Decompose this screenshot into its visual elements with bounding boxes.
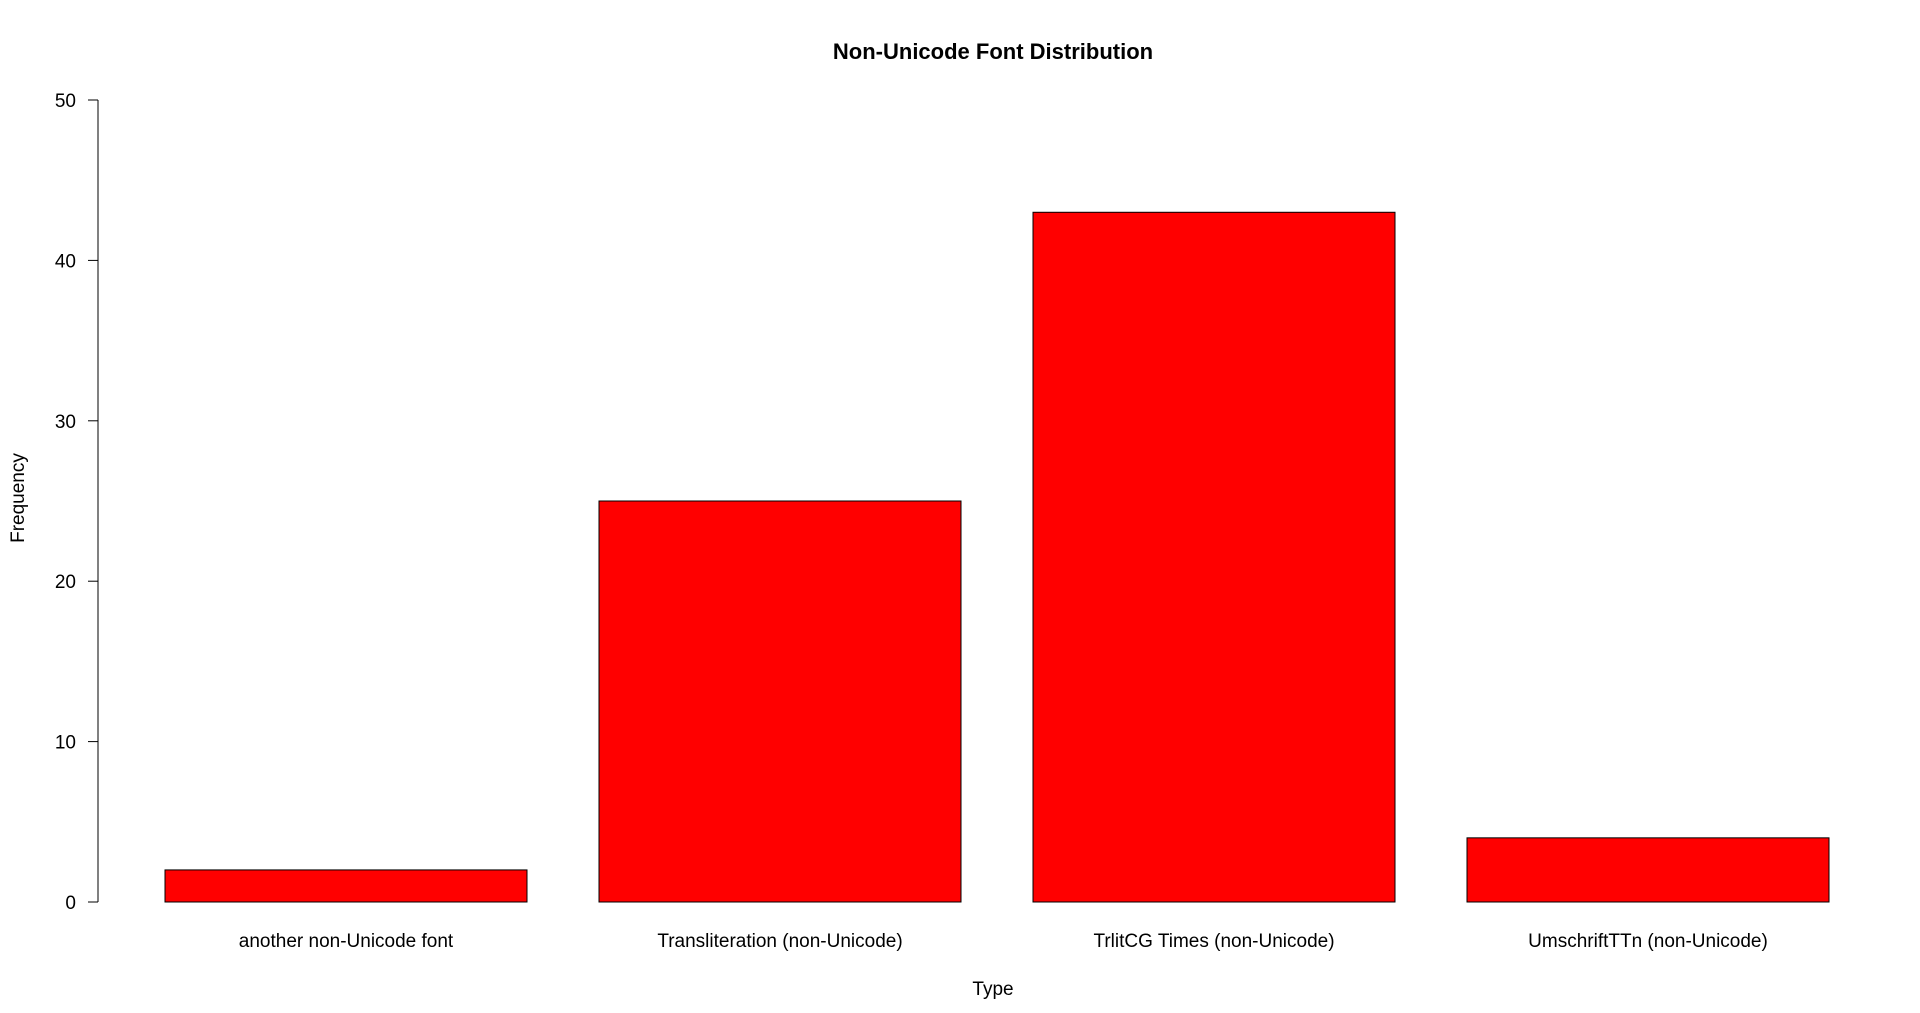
y-tick-label: 50 <box>55 91 76 112</box>
x-axis-label: Type <box>972 979 1013 1000</box>
y-axis: 0 10 20 30 40 50 <box>55 91 99 914</box>
bars-group <box>164 211 1830 903</box>
x-tick-label: UmschriftTTn (non-Unicode) <box>1528 931 1768 952</box>
y-tick-label: 10 <box>55 733 76 754</box>
x-tick-label: another non-Unicode font <box>239 931 454 952</box>
bar <box>164 869 528 903</box>
bar <box>1466 837 1830 903</box>
x-tick-label: Transliteration (non-Unicode) <box>657 931 902 952</box>
y-tick-label: 0 <box>65 893 76 914</box>
y-axis-label: Frequency <box>8 453 29 543</box>
y-tick-label: 20 <box>55 572 76 593</box>
x-tick-label: TrlitCG Times (non-Unicode) <box>1093 931 1334 952</box>
chart-title: Non-Unicode Font Distribution <box>833 39 1153 64</box>
bar <box>1032 211 1396 903</box>
y-tick-label: 30 <box>55 412 76 433</box>
x-tick-labels: another non-Unicode font Transliteration … <box>239 931 1768 952</box>
bar <box>598 500 962 903</box>
y-tick-label: 40 <box>55 251 76 272</box>
